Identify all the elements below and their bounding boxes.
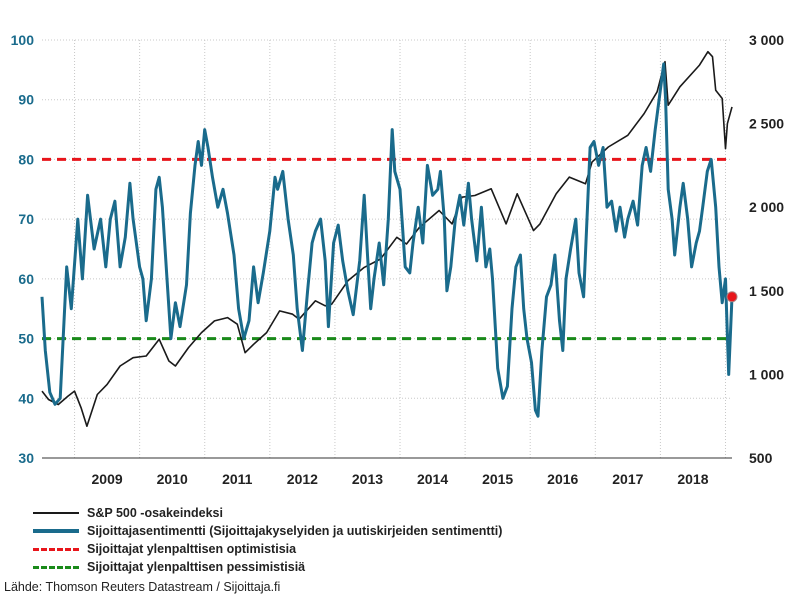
legend-label-sp500: S&P 500 -osakeindeksi: [87, 506, 223, 520]
y-left-tick-label: 30: [18, 450, 34, 466]
legend-item-optimistic: Sijoittajat ylenpalttisen optimistisia: [33, 540, 502, 558]
legend-item-sp500: S&P 500 -osakeindeksi: [33, 504, 502, 522]
x-tick-label: 2017: [612, 471, 643, 487]
legend-swatch-sp500: [33, 512, 79, 514]
x-tick-label: 2015: [482, 471, 513, 487]
legend-label-optimistic: Sijoittajat ylenpalttisen optimistisia: [87, 542, 297, 556]
legend-label-pessimistic: Sijoittajat ylenpalttisen pessimistisiä: [87, 560, 306, 574]
legend-swatch-pessimistic: [33, 565, 79, 569]
legend-swatch-sentiment: [33, 529, 79, 533]
chart-plot: 30 40 50 60 70 80 90 100 500 1 000 1 500 2 000 2 500…: [11, 32, 785, 487]
x-tick-label: 2012: [287, 471, 318, 487]
y-right-tick-label: 1 500: [749, 283, 784, 299]
y-left-tick-label: 70: [18, 211, 34, 227]
source-note: Lähde: Thomson Reuters Datastream / Sijo…: [4, 580, 281, 594]
y-left-tick-label: 90: [18, 92, 34, 108]
x-tick-label: 2009: [92, 471, 123, 487]
legend-swatch-optimistic: [33, 547, 79, 551]
legend-item-pessimistic: Sijoittajat ylenpalttisen pessimistisiä: [33, 558, 502, 576]
x-tick-label: 2014: [417, 471, 448, 487]
y-left-tick-label: 50: [18, 331, 34, 347]
y-left-tick-label: 100: [11, 32, 35, 48]
y-right-tick-label: 500: [749, 450, 773, 466]
x-tick-label: 2018: [677, 471, 708, 487]
y-left-tick-label: 60: [18, 271, 34, 287]
y-left-tick-label: 40: [18, 390, 34, 406]
y-right-tick-label: 2 500: [749, 116, 784, 132]
x-tick-label: 2016: [547, 471, 578, 487]
legend-item-sentiment: Sijoittajasentimentti (Sijoittajakyselyi…: [33, 522, 502, 540]
x-tick-label: 2013: [352, 471, 383, 487]
x-tick-label: 2010: [157, 471, 188, 487]
y-right-tick-label: 1 000: [749, 366, 784, 382]
y-right-tick-label: 3 000: [749, 32, 784, 48]
chart-legend: S&P 500 -osakeindeksi Sijoittajasentimen…: [33, 504, 502, 576]
sentiment-end-marker: [726, 291, 738, 303]
series-line-sentiment: [40, 62, 734, 418]
legend-label-sentiment: Sijoittajasentimentti (Sijoittajakyselyi…: [87, 524, 503, 538]
y-left-tick-label: 80: [18, 151, 34, 167]
x-tick-label: 2011: [222, 471, 253, 487]
y-right-tick-label: 2 000: [749, 199, 784, 215]
